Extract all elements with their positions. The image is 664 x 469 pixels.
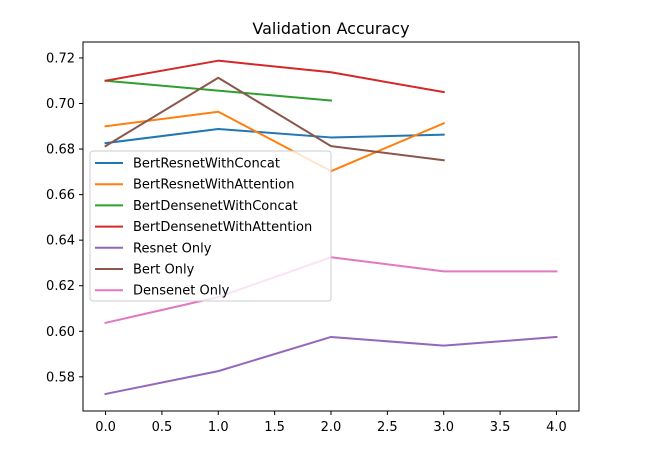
series-line-2 bbox=[104, 110, 446, 173]
x-tick-label: 0.5 bbox=[152, 420, 173, 435]
x-tick-label: 4.0 bbox=[546, 420, 567, 435]
series-line-3 bbox=[104, 79, 333, 102]
y-tick-label: 0.62 bbox=[46, 279, 75, 294]
legend: BertResnetWithConcat BertResnetWithAttent… bbox=[89, 150, 332, 302]
x-tick-label: 0.0 bbox=[95, 420, 116, 435]
series-line-4 bbox=[104, 59, 445, 94]
y-tick-label: 0.68 bbox=[46, 143, 75, 158]
legend-label: BertResnetWithAttention bbox=[133, 178, 294, 193]
legend-label: BertResnetWithConcat bbox=[133, 157, 280, 172]
series-line-6 bbox=[104, 76, 445, 162]
y-axis: 0.58 0.60 0.62 0.64 0.66 0.68 0.70 0.72 bbox=[46, 51, 83, 385]
y-tick-label: 0.64 bbox=[46, 234, 75, 249]
x-tick-label: 2.0 bbox=[321, 420, 342, 435]
legend-label: BertDensenetWithConcat bbox=[133, 199, 298, 214]
x-tick-label: 2.5 bbox=[377, 420, 398, 435]
series-line-1 bbox=[104, 128, 445, 145]
legend-label: BertDensenetWithAttention bbox=[133, 220, 312, 235]
y-tick-label: 0.58 bbox=[46, 370, 75, 385]
legend-box bbox=[89, 150, 332, 302]
x-tick-label: 1.5 bbox=[264, 420, 285, 435]
x-tick-label: 3.5 bbox=[490, 420, 511, 435]
x-tick-label: 1.0 bbox=[208, 420, 229, 435]
series-line-5 bbox=[104, 335, 558, 396]
y-tick-label: 0.72 bbox=[46, 51, 75, 66]
x-tick-label: 3.0 bbox=[433, 420, 454, 435]
legend-label: Densenet Only bbox=[133, 284, 230, 299]
legend-label: Bert Only bbox=[133, 263, 195, 278]
y-tick-label: 0.66 bbox=[46, 188, 75, 203]
x-axis: 0.0 0.5 1.0 1.5 2.0 2.5 3.0 3.5 4.0 bbox=[95, 411, 567, 435]
y-tick-label: 0.60 bbox=[46, 325, 75, 340]
legend-label: Resnet Only bbox=[133, 241, 212, 256]
chart-title: Validation Accuracy bbox=[252, 19, 409, 38]
y-tick-label: 0.70 bbox=[46, 97, 75, 112]
